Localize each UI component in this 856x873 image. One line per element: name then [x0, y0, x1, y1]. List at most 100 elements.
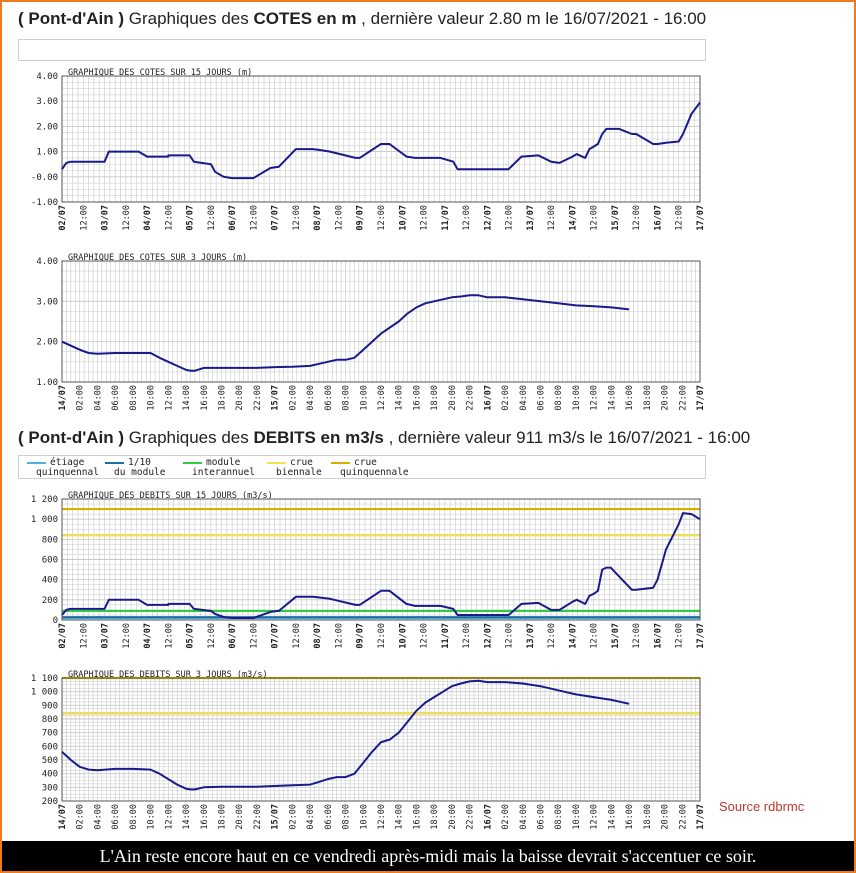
x-tick-label: 14:00 [182, 804, 192, 830]
x-tick-label: 08:00 [342, 804, 352, 830]
x-tick-label: 16:00 [625, 804, 635, 830]
x-tick-label: 12:00 [334, 205, 344, 231]
x-tick-label: 03/07 [101, 205, 111, 231]
x-tick-label: 14:00 [182, 385, 192, 411]
x-tick-label: 02:00 [288, 804, 298, 830]
legend-item-crue-quinquennale: crue quinquennale [331, 458, 409, 478]
x-tick-label: 04:00 [306, 804, 316, 830]
x-tick-label: 22:00 [253, 385, 263, 411]
x-tick-label: 15/07 [271, 804, 281, 830]
x-tick-label: 12:00 [79, 623, 89, 649]
x-tick-label: 12:00 [547, 623, 557, 649]
x-tick-label: 12:00 [675, 623, 685, 649]
chart-cotes-15-jours: GRAPHIQUE DES COTES SUR 15 JOURS (m) -1.0… [31, 68, 706, 231]
x-tick-label: 15/07 [271, 385, 281, 411]
x-tick-label: 02:00 [76, 804, 86, 830]
x-tick-label: 04/07 [143, 205, 153, 231]
y-tick-label: 200 [42, 596, 58, 606]
footer-caption: L'Ain reste encore haut en ce vendredi a… [2, 841, 854, 871]
source-label: Source rdbrmc [719, 799, 805, 814]
x-tick-label: 16:00 [200, 804, 210, 830]
y-tick-label: 400 [42, 770, 58, 780]
x-tick-label: 12:00 [462, 623, 472, 649]
cotes-heading-post: , dernière valeur 2.80 m le 16/07/2021 -… [356, 9, 707, 28]
x-tick-label: 12:00 [505, 623, 515, 649]
x-tick-label: 22:00 [678, 804, 688, 830]
debits-heading: ( Pont-d'Ain ) Graphiques des DEBITS en … [18, 428, 750, 448]
x-tick-label: 12:00 [632, 623, 642, 649]
plot-frame [61, 677, 701, 802]
x-tick-label: 15/07 [611, 205, 621, 231]
cotes-heading-station: ( Pont-d'Ain ) [18, 9, 125, 28]
x-tick-label: 08:00 [129, 385, 139, 411]
debits-heading-station: ( Pont-d'Ain ) [18, 428, 125, 447]
legend-label: quinquennal [36, 467, 99, 478]
y-tick-label: 2.00 [36, 338, 58, 348]
x-tick-label: 12:00 [164, 623, 174, 649]
cotes-heading-pre: Graphiques des [124, 9, 254, 28]
x-tick-label: 20:00 [235, 804, 245, 830]
x-tick-label: 12:00 [164, 205, 174, 231]
x-tick-label: 10:00 [359, 804, 369, 830]
x-tick-label: 16/07 [483, 804, 493, 830]
x-tick-label: 06:00 [111, 385, 121, 411]
x-tick-label: 12:00 [334, 623, 344, 649]
y-tick-label: 800 [42, 715, 58, 725]
x-tick-label: 04:00 [93, 804, 103, 830]
x-tick-label: 20:00 [661, 385, 671, 411]
x-tick-label: 06:00 [537, 804, 547, 830]
x-tick-label: 18:00 [218, 804, 228, 830]
chart-debits-15-jours: GRAPHIQUE DES DEBITS SUR 15 JOURS (m3/s)… [31, 491, 706, 649]
x-tick-label: 02:00 [288, 385, 298, 411]
x-tick-label: 11/07 [441, 205, 451, 231]
x-tick-label: 02/07 [58, 205, 68, 231]
y-tick-label: 2.00 [36, 122, 58, 132]
x-tick-label: 12:00 [420, 623, 430, 649]
chart-cotes-3-jours: GRAPHIQUE DES COTES SUR 3 JOURS (m) 1.00 2… [36, 253, 706, 411]
y-tick-label: 300 [42, 783, 58, 793]
x-tick-label: 10:00 [147, 385, 157, 411]
chart-title: GRAPHIQUE DES COTES SUR 3 JOURS (m) [68, 253, 247, 263]
x-tick-label: 12:00 [547, 205, 557, 231]
y-tick-label: 900 [42, 701, 58, 711]
x-tick-label: 20:00 [661, 804, 671, 830]
x-tick-label: 09/07 [356, 623, 366, 649]
y-tick-label: 0 [53, 616, 58, 626]
x-tick-label: 10:00 [359, 385, 369, 411]
x-tick-label: 16/07 [653, 205, 663, 231]
x-tick-label: 14/07 [568, 205, 578, 231]
legend-swatch-crue-quinquennale [331, 462, 350, 464]
x-tick-label: 06:00 [111, 804, 121, 830]
series-line [61, 679, 630, 791]
x-tick-label: 14:00 [607, 804, 617, 830]
y-tick-label: 3.00 [36, 97, 58, 107]
y-tick-label: 1 000 [31, 688, 58, 698]
x-tick-label: 12/07 [483, 205, 493, 231]
x-tick-label: 12:00 [377, 623, 387, 649]
x-tick-label: 14:00 [395, 385, 405, 411]
y-tick-label: 1 000 [31, 515, 58, 525]
legend-swatch-crue-biennale [267, 462, 286, 464]
x-tick-label: 04/07 [143, 623, 153, 649]
x-tick-label: 09/07 [356, 205, 366, 231]
legend-swatch-dixieme-module [105, 462, 124, 464]
y-tick-label: 700 [42, 729, 58, 739]
x-tick-label: 12:00 [632, 205, 642, 231]
x-tick-label: 12:00 [675, 205, 685, 231]
legend-label: étiage [50, 457, 85, 468]
x-tick-label: 18:00 [218, 385, 228, 411]
x-tick-label: 06:00 [537, 385, 547, 411]
debits-heading-bold: DEBITS en m3/s [253, 428, 384, 447]
x-tick-label: 12:00 [249, 205, 259, 231]
x-tick-label: 22:00 [466, 804, 476, 830]
x-tick-label: 04:00 [306, 385, 316, 411]
debits-legend: étiage quinquennal 1/10 du module module in… [18, 455, 706, 479]
x-tick-label: 16/07 [483, 385, 493, 411]
x-tick-label: 20:00 [448, 804, 458, 830]
cotes-heading-bold: COTES en m [253, 9, 357, 28]
x-tick-label: 18:00 [643, 804, 653, 830]
x-tick-label: 08:00 [554, 385, 564, 411]
legend-item-module: module interannuel [183, 458, 255, 478]
x-tick-label: 16/07 [653, 623, 663, 649]
